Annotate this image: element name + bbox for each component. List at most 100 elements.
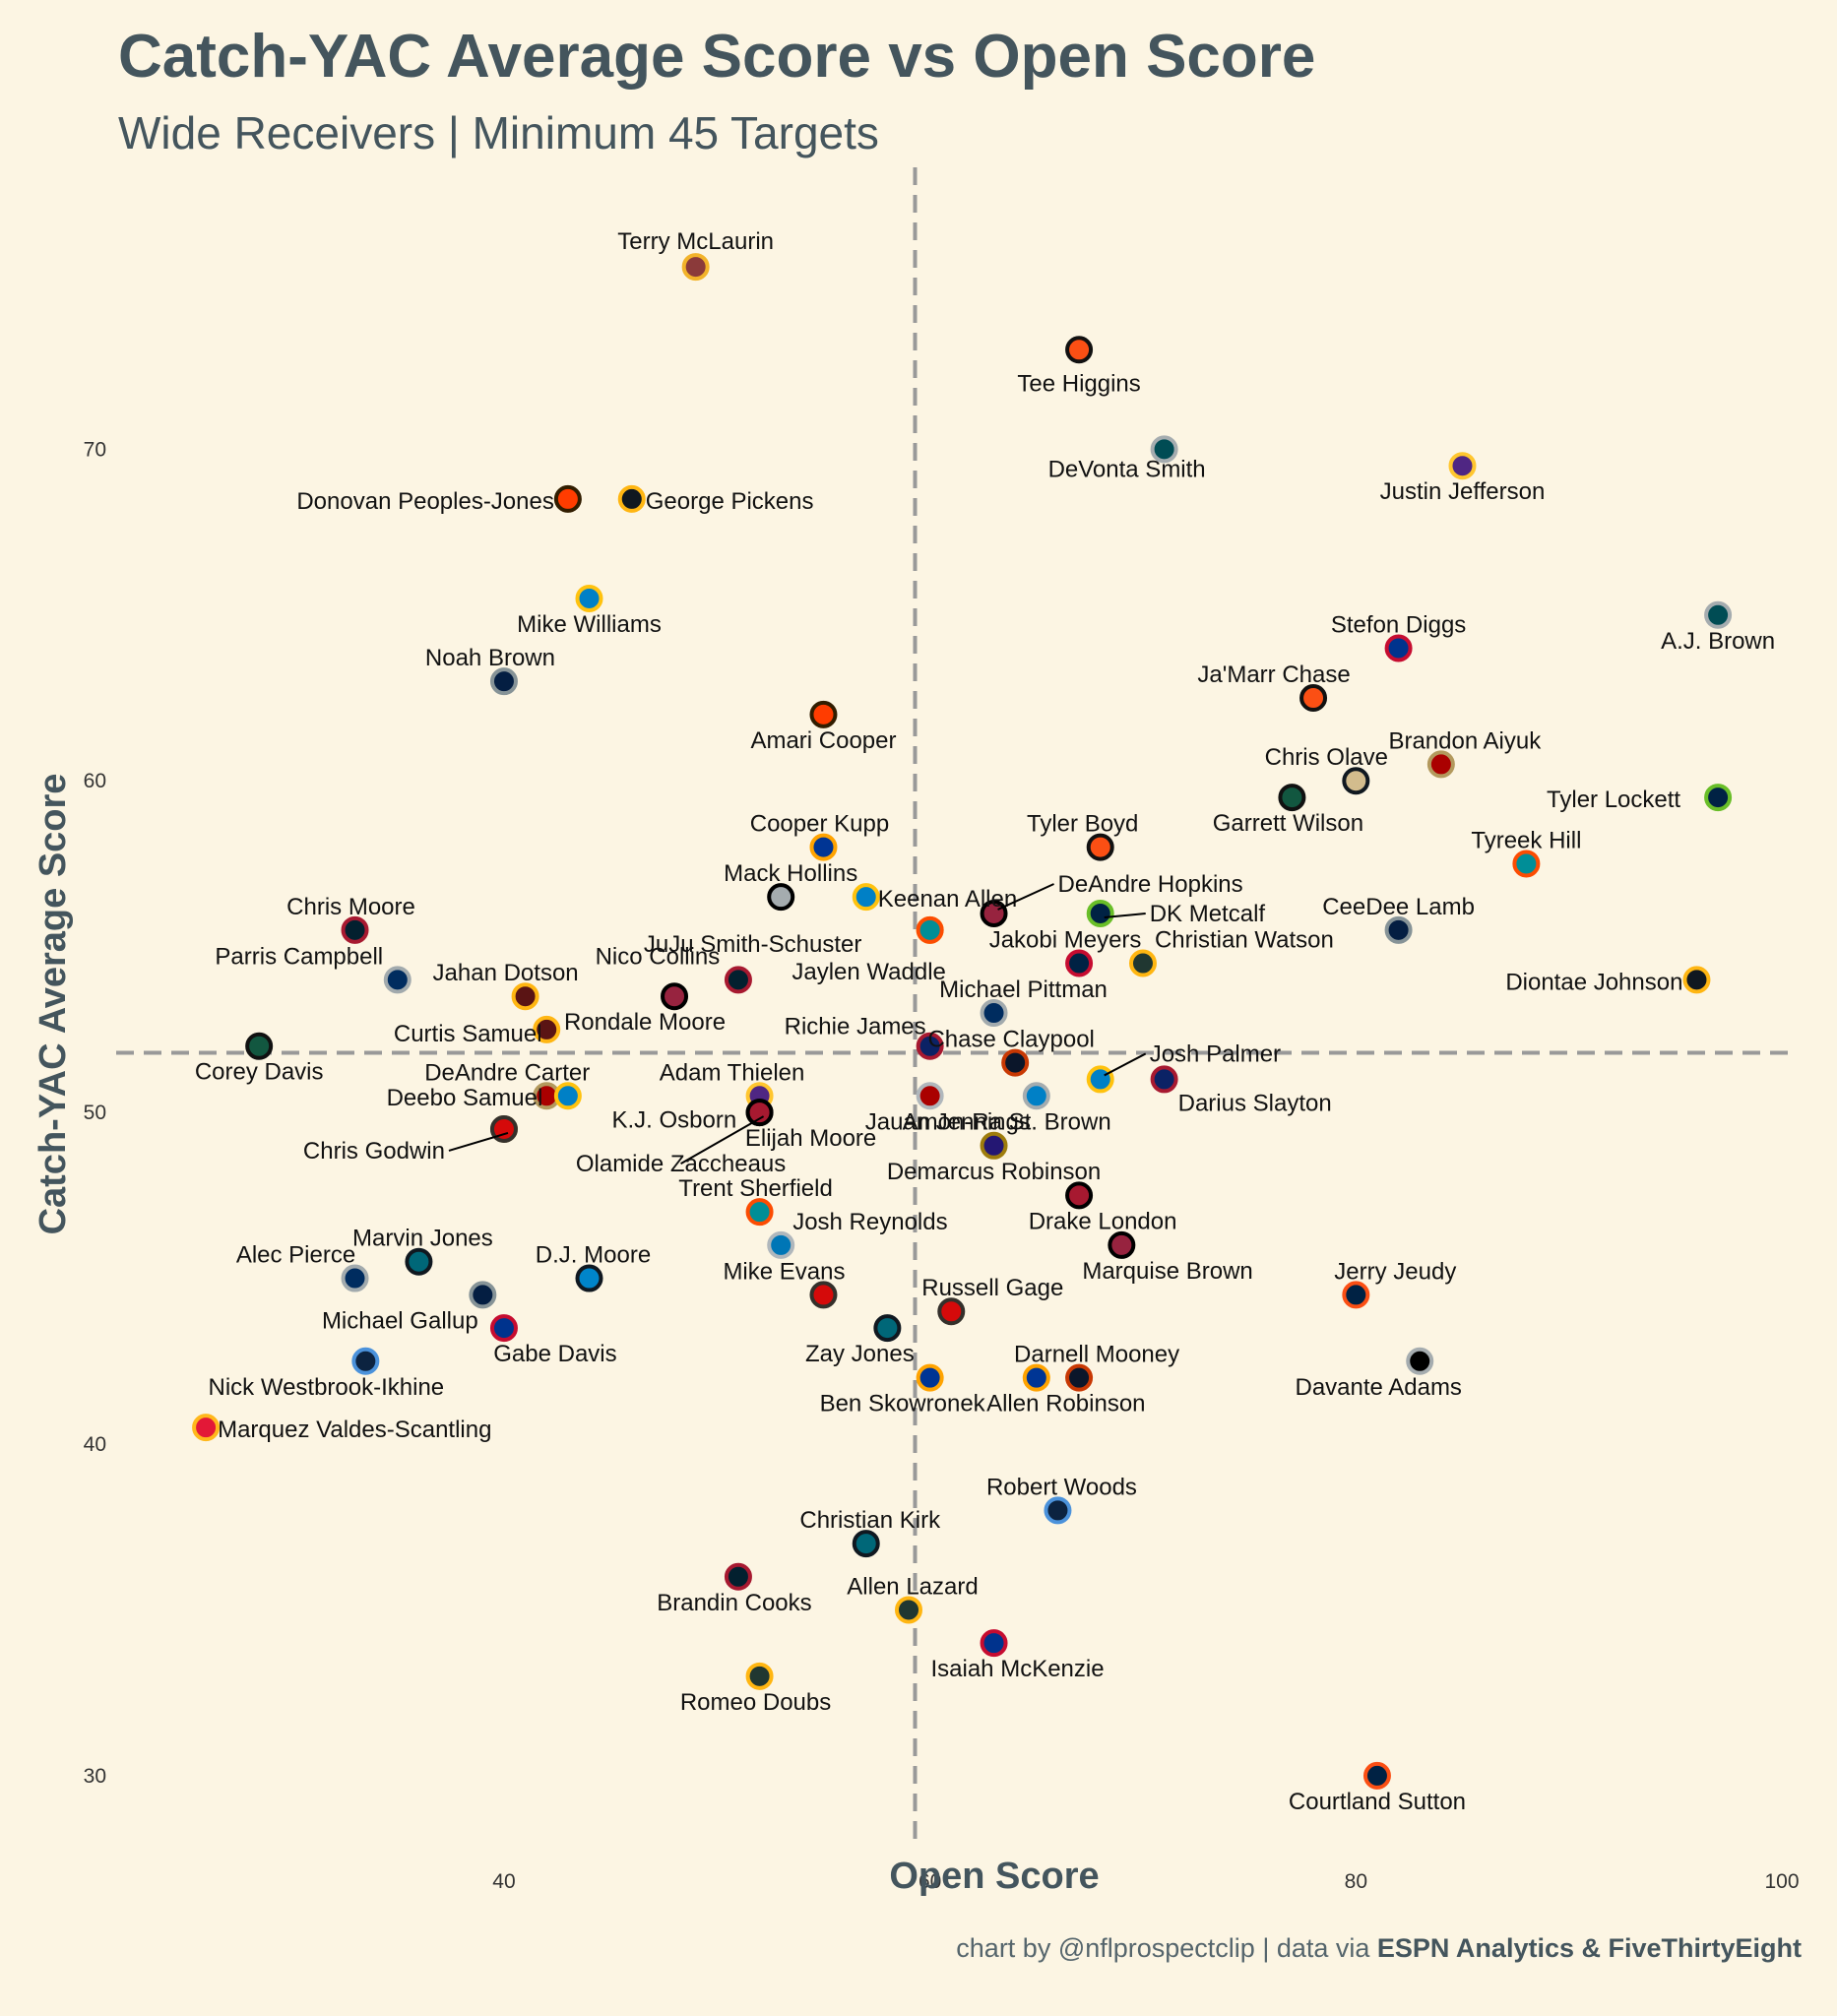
data-point [1278, 784, 1306, 812]
point-label: Isaiah McKenzie [930, 1656, 1104, 1682]
point-label: Drake London [1029, 1208, 1177, 1234]
point-label: Richie James [785, 1014, 926, 1040]
data-point [1128, 949, 1157, 977]
point-label: Trent Sherfield [678, 1175, 833, 1202]
point-label: Chase Claypool [927, 1027, 1094, 1053]
data-point [852, 1530, 880, 1558]
data-point [745, 1099, 774, 1127]
point-label: Darnell Mooney [1014, 1342, 1179, 1368]
point-label: Ja'Marr Chase [1197, 662, 1350, 688]
point-label: Amon-Ra St. Brown [903, 1108, 1111, 1135]
y-tick-label: 60 [84, 770, 106, 792]
data-point [1086, 899, 1114, 927]
data-point [852, 883, 880, 912]
data-point [809, 833, 838, 861]
point-label: Josh Palmer [1150, 1040, 1281, 1067]
point-label: Allen Robinson [986, 1391, 1145, 1418]
point-label: Jauan Jennings [865, 1108, 1031, 1135]
data-point [724, 1562, 752, 1591]
data-point [1384, 634, 1413, 662]
data-point [1384, 915, 1413, 944]
data-point [745, 1662, 774, 1690]
data-point [383, 966, 412, 994]
point-label: Davante Adams [1296, 1374, 1462, 1401]
data-point [767, 1230, 795, 1259]
point-label: Mack Hollins [724, 860, 857, 887]
data-point [1065, 336, 1094, 364]
data-point [745, 1198, 774, 1227]
point-label: Chris Godwin [303, 1138, 445, 1165]
chart-caption: chart by @nflprospectclip | data via ESP… [956, 1933, 1802, 1964]
x-tick-label: 60 [918, 1870, 941, 1893]
point-label: Rondale Moore [564, 1009, 726, 1036]
data-point [1086, 1065, 1114, 1094]
label-leader-line [997, 883, 1054, 911]
point-label: Curtis Samuel [394, 1021, 542, 1047]
point-label: Gabe Davis [493, 1341, 616, 1367]
data-point [1342, 767, 1370, 795]
data-point [1448, 452, 1477, 480]
point-label: Terry McLaurin [617, 228, 774, 255]
point-label: Olamide Zaccheaus [576, 1151, 786, 1177]
data-point [575, 584, 603, 612]
caption-prefix: chart by @nflprospectclip | data via [956, 1933, 1377, 1963]
point-label: Noah Brown [425, 645, 555, 671]
x-axis-label: Open Score [889, 1856, 1099, 1897]
point-label: Tyler Lockett [1547, 787, 1680, 813]
point-label: JuJu Smith-Schuster [644, 931, 861, 958]
point-label: Parris Campbell [215, 943, 383, 970]
data-point [873, 1314, 902, 1343]
data-point [1065, 949, 1094, 977]
point-label: Jakobi Meyers [989, 927, 1142, 954]
point-label: Christian Watson [1155, 927, 1334, 954]
point-label: Courtland Sutton [1289, 1789, 1466, 1815]
point-label: Marvin Jones [352, 1226, 493, 1252]
point-label: Allen Lazard [847, 1573, 978, 1600]
data-point [916, 1082, 944, 1110]
point-label: Mike Williams [517, 611, 662, 638]
y-axis-label: Catch-YAC Average Score [32, 774, 74, 1235]
point-label: Jahan Dotson [433, 960, 579, 986]
data-point [681, 253, 710, 282]
data-point [980, 999, 1008, 1028]
data-point [809, 700, 838, 728]
data-point [575, 1264, 603, 1292]
point-label: Michael Gallup [322, 1307, 478, 1334]
caption-source: ESPN Analytics & FiveThirtyEight [1376, 1933, 1802, 1963]
point-label: Jaylen Waddle [792, 959, 946, 985]
point-label: Darius Slayton [1178, 1090, 1332, 1116]
data-point [511, 982, 539, 1011]
data-point [980, 1629, 1008, 1658]
point-label: A.J. Brown [1661, 628, 1775, 655]
data-point [895, 1596, 923, 1624]
data-point [1426, 750, 1455, 779]
data-point [1704, 784, 1733, 812]
data-point [916, 1363, 944, 1392]
data-point [533, 1015, 561, 1043]
data-point [1065, 1181, 1094, 1210]
point-label: Romeo Doubs [680, 1689, 831, 1716]
data-point [1065, 1363, 1094, 1392]
data-point [1108, 1230, 1136, 1259]
point-label: Demarcus Robinson [887, 1159, 1101, 1185]
data-point [916, 915, 944, 944]
point-label: Michael Pittman [939, 976, 1108, 1003]
data-point [1086, 833, 1114, 861]
reference-lines [116, 167, 1788, 1849]
point-label: DeAndre Hopkins [1058, 871, 1243, 898]
label-leader-line [448, 1132, 509, 1152]
x-tick-label: 100 [1764, 1870, 1799, 1893]
data-point [1704, 600, 1733, 629]
point-label: Tee Higgins [1017, 370, 1140, 397]
point-label: Brandin Cooks [657, 1590, 811, 1616]
x-tick-label: 80 [1345, 1870, 1367, 1893]
point-label: DK Metcalf [1150, 901, 1266, 927]
data-point [937, 1297, 966, 1326]
data-point [1022, 1363, 1050, 1392]
point-label: Nico Collins [596, 943, 721, 970]
point-label: Chris Olave [1265, 744, 1388, 771]
point-label: Jerry Jeudy [1334, 1258, 1456, 1285]
point-label: Marquise Brown [1082, 1258, 1252, 1285]
data-point [489, 667, 518, 696]
